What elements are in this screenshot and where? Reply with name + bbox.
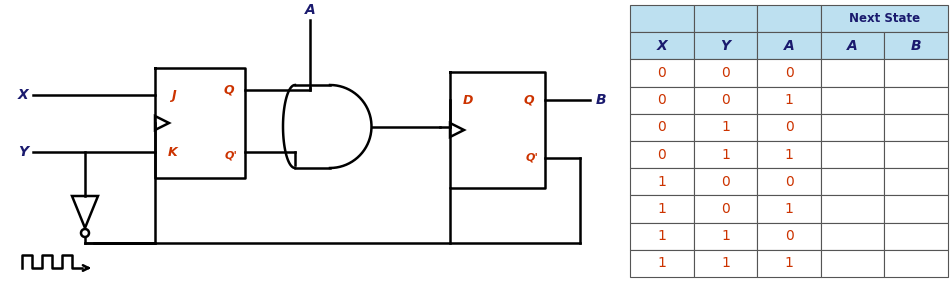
Text: Y: Y	[18, 145, 28, 159]
Bar	[630, 60, 694, 87]
Bar	[821, 114, 884, 141]
Bar	[630, 5, 694, 32]
Bar	[821, 250, 884, 277]
Text: 1: 1	[784, 202, 793, 216]
Text: 1: 1	[721, 229, 730, 243]
Bar	[757, 222, 821, 250]
Text: 1: 1	[721, 147, 730, 162]
Bar	[821, 222, 884, 250]
Text: B: B	[911, 39, 922, 53]
Text: 1: 1	[784, 256, 793, 270]
Text: 1: 1	[721, 256, 730, 270]
Bar	[757, 141, 821, 168]
Bar	[821, 5, 948, 32]
Bar	[694, 87, 757, 114]
Text: J: J	[170, 89, 175, 102]
Text: 1: 1	[721, 120, 730, 135]
Bar	[630, 87, 694, 114]
Text: 0: 0	[784, 229, 793, 243]
Text: Next State: Next State	[849, 12, 920, 25]
Text: 0: 0	[784, 175, 793, 189]
Bar	[884, 141, 948, 168]
Bar	[757, 195, 821, 222]
Text: A: A	[305, 3, 315, 17]
Bar	[694, 250, 757, 277]
Text: Y: Y	[721, 39, 730, 53]
Text: Q': Q'	[225, 150, 237, 160]
Text: 0: 0	[658, 147, 666, 162]
Bar	[630, 32, 694, 60]
Text: K: K	[169, 146, 178, 158]
Text: 1: 1	[784, 147, 793, 162]
Bar	[821, 168, 884, 195]
Bar	[757, 168, 821, 195]
Bar	[757, 60, 821, 87]
Bar	[694, 114, 757, 141]
Bar	[630, 222, 694, 250]
Bar	[630, 114, 694, 141]
Text: Q': Q'	[526, 153, 539, 163]
Bar	[694, 141, 757, 168]
Text: A: A	[783, 39, 794, 53]
Text: X: X	[18, 88, 29, 102]
Bar	[884, 222, 948, 250]
Bar	[757, 250, 821, 277]
Text: 1: 1	[784, 93, 793, 107]
Text: 0: 0	[721, 66, 730, 80]
Text: 1: 1	[658, 175, 666, 189]
Text: 0: 0	[784, 66, 793, 80]
Bar	[884, 195, 948, 222]
Text: 0: 0	[721, 175, 730, 189]
Text: A: A	[847, 39, 858, 53]
Bar	[884, 114, 948, 141]
Bar	[884, 250, 948, 277]
Bar	[757, 87, 821, 114]
Bar	[821, 60, 884, 87]
Bar	[757, 114, 821, 141]
Bar	[694, 60, 757, 87]
Bar	[630, 250, 694, 277]
Bar	[821, 32, 884, 60]
Bar	[821, 87, 884, 114]
Bar	[694, 222, 757, 250]
Text: Q: Q	[224, 83, 234, 96]
Bar	[821, 141, 884, 168]
Text: B: B	[596, 93, 606, 107]
Text: D: D	[463, 94, 473, 107]
Bar	[757, 5, 821, 32]
Bar	[884, 168, 948, 195]
Bar	[757, 32, 821, 60]
Text: X: X	[657, 39, 667, 53]
Bar	[630, 195, 694, 222]
Text: 0: 0	[658, 66, 666, 80]
Text: 1: 1	[658, 256, 666, 270]
Bar	[884, 60, 948, 87]
Text: 0: 0	[721, 93, 730, 107]
Bar	[694, 32, 757, 60]
Text: 0: 0	[784, 120, 793, 135]
Bar	[821, 195, 884, 222]
Text: 1: 1	[658, 202, 666, 216]
Bar	[884, 32, 948, 60]
Text: 0: 0	[658, 120, 666, 135]
Text: Q: Q	[524, 94, 534, 107]
Text: 0: 0	[721, 202, 730, 216]
Bar	[694, 5, 757, 32]
Bar	[694, 195, 757, 222]
Text: 0: 0	[658, 93, 666, 107]
Bar	[884, 87, 948, 114]
Bar	[694, 168, 757, 195]
Bar	[630, 168, 694, 195]
Text: 1: 1	[658, 229, 666, 243]
Bar	[630, 141, 694, 168]
